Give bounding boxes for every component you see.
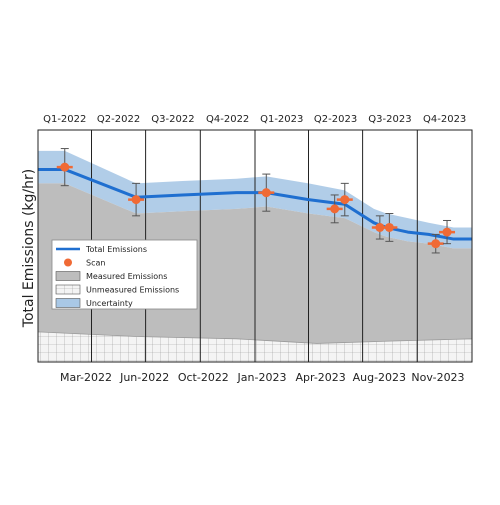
legend-label: Measured Emissions: [86, 272, 167, 281]
scan-point: [340, 195, 350, 205]
quarter-label: Q3-2023: [368, 114, 411, 125]
legend-label: Total Emissions: [85, 245, 147, 254]
plot-border: [37, 129, 473, 363]
quarter-label: Q4-2022: [206, 114, 249, 125]
scan-point: [330, 204, 340, 214]
quarter-label: Q2-2023: [314, 114, 357, 125]
scan-point: [431, 239, 441, 249]
scan-point: [375, 222, 385, 232]
scan-point: [384, 222, 394, 232]
plot-frame: [37, 129, 473, 363]
scan-point: [131, 195, 141, 205]
text-layer: Total Emissions (kg/hr) Q1-2022 Q2-2022 Q3…: [21, 114, 466, 384]
legend-swatch: [55, 298, 81, 308]
legend-swatch-scan: [64, 258, 72, 267]
scan-layer: [56, 148, 456, 254]
total-emissions-line: [38, 167, 472, 241]
x-tick-label: Mar-2022: [60, 371, 112, 384]
quarter-label: Q4-2023: [423, 114, 466, 125]
legend: Total Emissions Scan Measured Emissions Unm…: [51, 239, 198, 310]
x-tick-label: Nov-2023: [411, 371, 464, 384]
legend-label: Scan: [86, 259, 105, 268]
quarter-label: Q1-2023: [260, 114, 303, 125]
x-tick-label: Jun-2022: [119, 371, 169, 384]
quarter-label: Q1-2022: [43, 114, 86, 125]
legend-label: Uncertainty: [86, 299, 133, 308]
y-axis-label: Total Emissions (kg/hr): [21, 169, 37, 328]
line-layer: [38, 167, 472, 241]
x-tick-label: Apr-2023: [296, 371, 346, 384]
legend-swatch: [55, 284, 81, 295]
scan-point: [261, 188, 271, 198]
x-tick-label: Aug-2023: [353, 371, 406, 384]
x-tick-label: Jan-2023: [237, 371, 287, 384]
quarter-label: Q2-2022: [97, 114, 140, 125]
scan-point: [442, 227, 452, 237]
quarter-label: Q3-2022: [151, 114, 194, 125]
legend-label: Unmeasured Emissions: [86, 286, 179, 295]
scan-point: [60, 162, 70, 172]
x-tick-label: Oct-2022: [178, 371, 229, 384]
legend-swatch: [55, 271, 81, 281]
